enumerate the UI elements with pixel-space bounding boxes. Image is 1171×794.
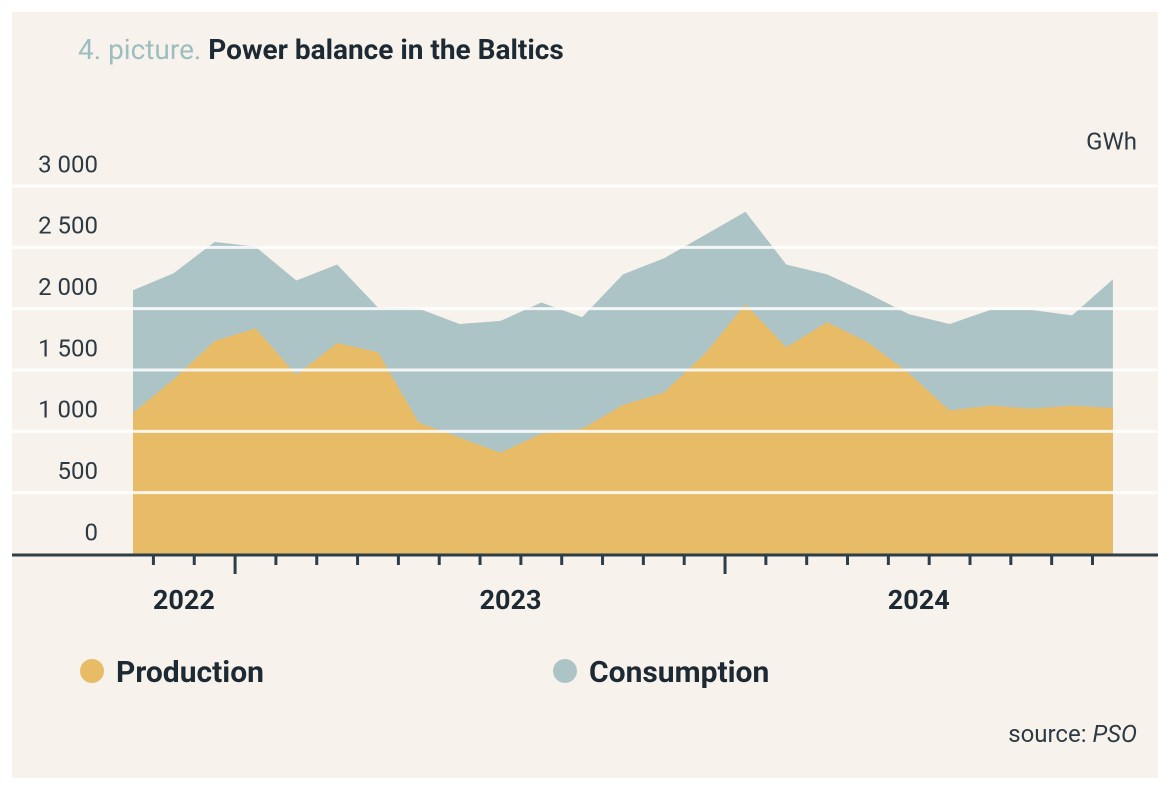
source-name: PSO (1092, 720, 1137, 748)
x-tick-label: 2023 (479, 584, 541, 616)
legend-swatch (80, 659, 104, 683)
legend-label: Production (116, 655, 264, 690)
y-tick-label: 1 500 (38, 334, 98, 362)
y-tick-label: 0 (85, 518, 99, 546)
unit: GWh (1086, 127, 1137, 155)
y-tick-label: 3 000 (38, 150, 98, 178)
source: source: PSO (1008, 720, 1137, 748)
x-tick-label: 2022 (153, 584, 215, 616)
chart-title: 4. picture. Power balance in the Baltics (78, 33, 564, 66)
x-tick-label: 2024 (888, 584, 950, 616)
legend-swatch (553, 659, 577, 683)
y-tick-label: 2 500 (38, 212, 98, 240)
title-text: Power balance in the Baltics (208, 33, 563, 66)
y-tick-label: 2 000 (38, 273, 98, 301)
y-tick-label: 1 000 (38, 396, 98, 424)
y-tick-label: 500 (58, 457, 98, 485)
source-label: source: (1008, 720, 1086, 748)
title-prefix: 4. picture. (78, 33, 201, 66)
legend-label: Consumption (589, 655, 769, 690)
